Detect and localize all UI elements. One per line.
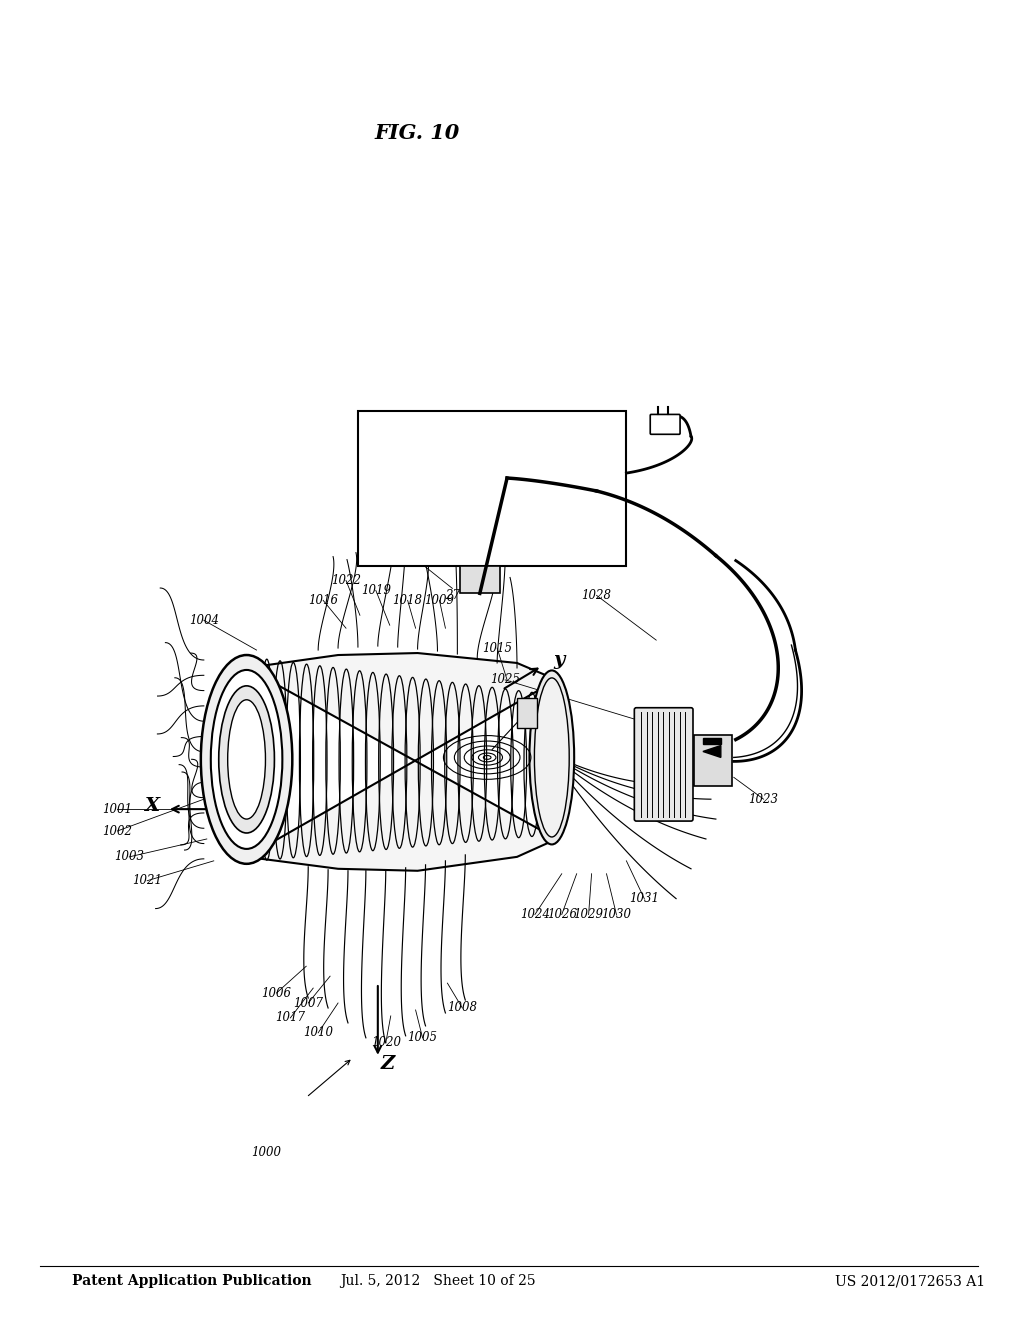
Text: Patent Application Publication: Patent Application Publication: [72, 1274, 311, 1288]
Text: 1024: 1024: [520, 908, 550, 921]
Text: 1019: 1019: [360, 583, 391, 597]
Bar: [358, 412, 627, 565]
Text: 1028: 1028: [582, 589, 611, 602]
Text: 1006: 1006: [261, 986, 292, 999]
Text: 1015: 1015: [482, 642, 512, 655]
Text: FIG. 10: FIG. 10: [375, 123, 460, 143]
FancyBboxPatch shape: [650, 414, 680, 434]
Text: 1030: 1030: [601, 908, 632, 921]
Text: Z: Z: [381, 1055, 395, 1073]
Text: 1002: 1002: [102, 825, 132, 837]
Ellipse shape: [219, 686, 274, 833]
Bar: [460, 565, 500, 594]
Text: 1000: 1000: [252, 1146, 282, 1159]
Text: Jul. 5, 2012   Sheet 10 of 25: Jul. 5, 2012 Sheet 10 of 25: [340, 1274, 536, 1288]
Text: 1016: 1016: [308, 594, 338, 607]
Text: 1023: 1023: [749, 793, 778, 805]
Text: 1007: 1007: [293, 997, 324, 1010]
Text: 1021: 1021: [132, 874, 162, 887]
Ellipse shape: [201, 655, 292, 863]
Ellipse shape: [211, 671, 283, 849]
Text: 1018: 1018: [392, 594, 423, 607]
Bar: [517, 698, 537, 727]
Text: 1009: 1009: [425, 594, 455, 607]
Text: 1029: 1029: [573, 908, 603, 921]
Bar: [702, 738, 721, 743]
Text: 1005: 1005: [408, 1031, 437, 1044]
Polygon shape: [247, 653, 557, 871]
Text: US 2012/0172653 A1: US 2012/0172653 A1: [836, 1274, 985, 1288]
Text: X: X: [143, 797, 159, 816]
Text: 1026: 1026: [547, 908, 577, 921]
Text: y: y: [554, 651, 565, 669]
Text: 1008: 1008: [447, 1002, 477, 1015]
Text: 1020: 1020: [371, 1036, 400, 1049]
Text: 1003: 1003: [115, 850, 144, 863]
Ellipse shape: [529, 671, 574, 845]
Text: 1017: 1017: [275, 1011, 305, 1024]
Text: 1001: 1001: [102, 803, 132, 816]
FancyBboxPatch shape: [634, 708, 693, 821]
Bar: [694, 734, 732, 787]
Text: 1031: 1031: [630, 892, 659, 906]
Ellipse shape: [535, 678, 569, 837]
Text: 1010: 1010: [303, 1027, 333, 1039]
Text: 27: 27: [444, 589, 460, 602]
Polygon shape: [702, 746, 721, 758]
Text: 1022: 1022: [331, 574, 361, 587]
Text: 1025: 1025: [490, 673, 520, 686]
Text: 1004: 1004: [188, 614, 219, 627]
Ellipse shape: [227, 700, 265, 820]
